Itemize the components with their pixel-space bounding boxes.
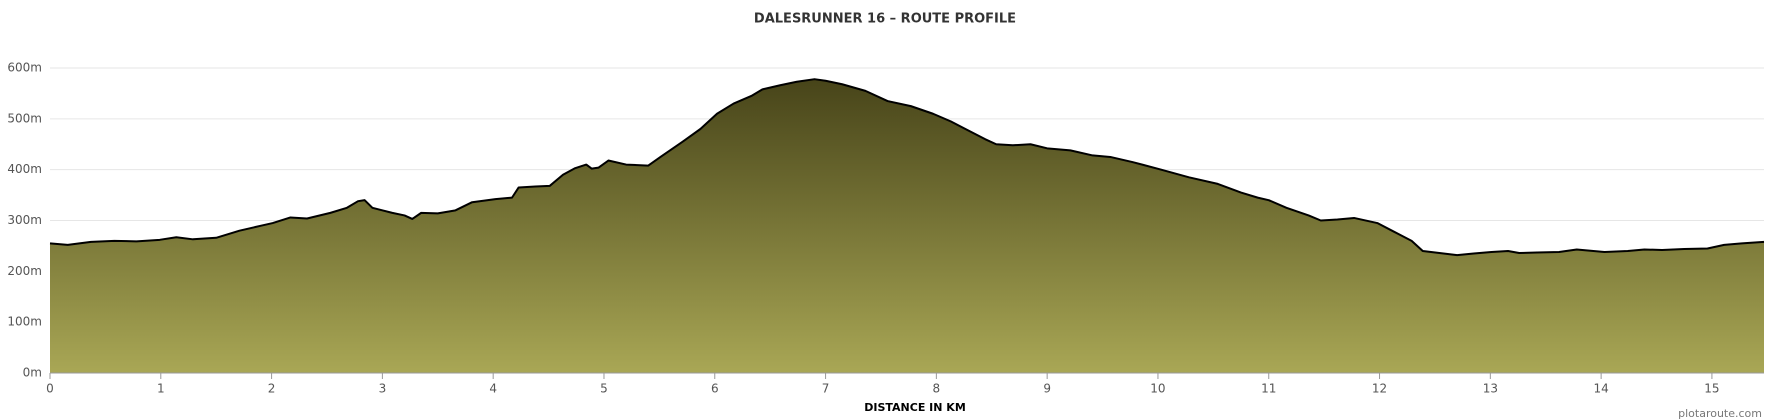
x-axis-label: DISTANCE IN KM xyxy=(864,401,966,414)
x-tick-label: 3 xyxy=(379,382,387,396)
y-tick-label: 0m xyxy=(23,366,42,380)
x-tick-label: 15 xyxy=(1704,382,1719,396)
y-tick-label: 600m xyxy=(7,61,42,75)
y-tick-label: 200m xyxy=(7,264,42,278)
x-tick-label: 0 xyxy=(46,382,54,396)
x-tick-label: 10 xyxy=(1150,382,1165,396)
y-tick-label: 400m xyxy=(7,162,42,176)
x-tick-label: 7 xyxy=(822,382,830,396)
x-tick-label: 12 xyxy=(1372,382,1387,396)
x-tick-label: 6 xyxy=(711,382,719,396)
x-tick-label: 11 xyxy=(1261,382,1276,396)
x-tick-label: 13 xyxy=(1483,382,1498,396)
y-tick-label: 300m xyxy=(7,213,42,227)
credit: plotaroute.com xyxy=(1678,407,1762,420)
area-fill xyxy=(50,79,1764,374)
x-tick-label: 1 xyxy=(157,382,165,396)
x-tick-label: 5 xyxy=(600,382,608,396)
chart-title: DALESRUNNER 16 – ROUTE PROFILE xyxy=(754,12,1016,27)
y-tick-label: 100m xyxy=(7,315,42,329)
x-tick-label: 4 xyxy=(489,382,497,396)
x-tick-label: 2 xyxy=(268,382,276,396)
elevation-line xyxy=(49,78,1765,257)
y-tick-label: 500m xyxy=(7,111,42,125)
x-tick-label: 14 xyxy=(1593,382,1608,396)
x-tick-label: 9 xyxy=(1043,382,1051,396)
x-tick-label: 8 xyxy=(933,382,941,396)
